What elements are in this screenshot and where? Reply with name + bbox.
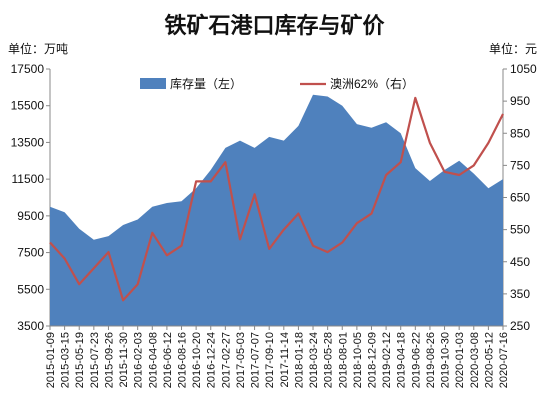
- left-tick-label: 3500: [17, 319, 44, 333]
- left-axis: 3500 5500 7500 9500 11500 13500 15500 17500: [11, 62, 51, 333]
- inventory-area: [50, 94, 503, 326]
- x-tick-label: 2015-05-19: [74, 332, 86, 388]
- x-tick-label: 2018-08-01: [337, 332, 349, 388]
- x-tick-label: 2016-06-12: [162, 332, 174, 388]
- x-tick-label: 2019-08-26: [425, 332, 437, 388]
- right-axis: 250 350 450 550 650 750 850 950 1050: [502, 62, 537, 333]
- left-unit-label: 单位：万吨: [8, 42, 69, 56]
- x-tick-label: 2019-02-12: [381, 332, 393, 388]
- left-tick-label: 9500: [17, 209, 44, 223]
- left-tick-label: 5500: [17, 282, 44, 296]
- x-axis: 2015-01-09 2015-03-15 2015-05-19 2015-07-23…: [45, 325, 510, 388]
- x-tick-label: 2020-07-16: [498, 332, 510, 388]
- right-tick-label: 1050: [510, 62, 537, 76]
- right-tick-label: 250: [510, 319, 530, 333]
- x-tick-label: 2017-05-03: [235, 332, 247, 388]
- left-tick-label: 11500: [12, 172, 45, 186]
- right-tick-label: 950: [510, 94, 530, 108]
- x-tick-label: 2018-05-28: [323, 332, 335, 388]
- x-tick-label: 2015-11-30: [118, 332, 130, 387]
- legend-label-inventory: 库存量（左）: [170, 76, 242, 91]
- price-line: [49, 96, 504, 302]
- right-tick-label: 850: [510, 126, 530, 140]
- x-tick-label: 2016-04-08: [147, 332, 159, 388]
- x-tick-label: 2015-09-26: [103, 332, 115, 388]
- price-line-series: [49, 96, 504, 302]
- x-tick-label: 2018-10-05: [352, 332, 364, 388]
- right-tick-label: 550: [510, 223, 530, 237]
- x-tick-label: 2020-03-08: [469, 332, 481, 388]
- left-tick-label: 13500: [11, 135, 45, 149]
- right-tick-label: 350: [510, 287, 530, 301]
- right-tick-label: 750: [510, 158, 530, 172]
- x-tick-label: 2016-02-03: [133, 332, 145, 388]
- x-tick-label: 2015-07-23: [89, 332, 101, 388]
- left-tick-label: 15500: [11, 99, 45, 113]
- x-tick-label: 2018-01-18: [293, 332, 305, 388]
- right-tick-label: 650: [510, 191, 530, 205]
- legend-swatch-inventory: [140, 78, 166, 89]
- x-tick-label: 2019-10-30: [440, 332, 452, 388]
- x-tick-label: 2016-12-24: [206, 332, 218, 388]
- x-tick-label: 2016-10-20: [191, 332, 203, 388]
- x-tick-label: 2018-12-09: [366, 332, 378, 388]
- x-tick-label: 2017-07-07: [250, 332, 262, 388]
- right-unit-label: 单位：元: [488, 42, 537, 56]
- x-tick-label: 2019-04-18: [396, 332, 408, 388]
- left-tick-label: 17500: [11, 62, 45, 76]
- x-tick-label: 2019-06-22: [410, 332, 422, 388]
- left-tick-label: 7500: [17, 246, 44, 260]
- x-tick-label: 2017-11-14: [279, 332, 291, 387]
- x-tick-label: 2015-01-09: [45, 332, 57, 388]
- chart-title: 铁矿石港口库存与矿价: [164, 14, 385, 39]
- x-tick-label: 2020-01-03: [454, 332, 466, 388]
- x-tick-label: 2015-03-15: [60, 332, 72, 388]
- inventory-area-series: [50, 94, 503, 326]
- x-tick-label: 2017-02-27: [220, 332, 232, 388]
- x-tick-label: 2020-05-12: [483, 332, 495, 388]
- legend-label-price: 澳洲62%（右）: [330, 76, 414, 91]
- x-tick-label: 2017-09-10: [264, 332, 276, 388]
- x-tick-label: 2018-03-24: [308, 332, 320, 388]
- legend: 库存量（左） 澳洲62%（右）: [140, 76, 414, 91]
- right-tick-label: 450: [510, 255, 530, 269]
- x-tick-label: 2016-08-16: [177, 332, 189, 388]
